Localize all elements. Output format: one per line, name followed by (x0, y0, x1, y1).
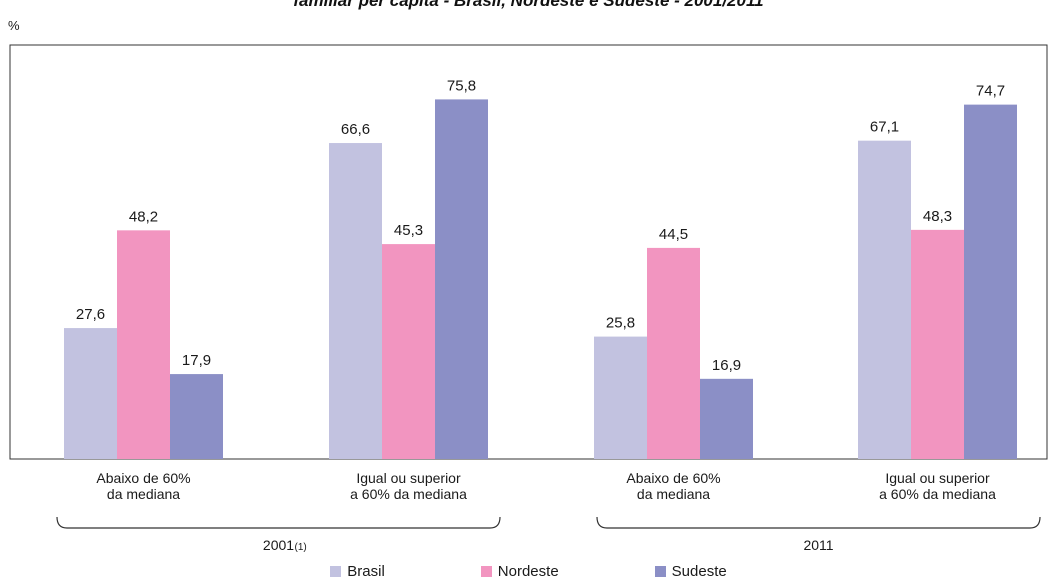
bar-sudeste-2001-cat2 (435, 99, 488, 460)
value-label: 66,6 (341, 121, 370, 138)
value-label: 75,8 (447, 77, 476, 94)
value-label: 17,9 (182, 352, 211, 369)
legend-swatch-nordeste (480, 566, 492, 577)
group-label-2001: 2001 (263, 537, 294, 553)
category-label: a 60% da mediana (879, 486, 996, 502)
value-label: 48,3 (923, 208, 952, 225)
bar-sudeste-2011-cat2 (964, 104, 1017, 459)
category-label: a 60% da mediana (350, 486, 467, 502)
group-bracket-2001 (56, 516, 501, 529)
group-label-2011: 2011 (803, 537, 833, 553)
category-label: da mediana (637, 486, 710, 502)
legend-item-nordeste: Nordeste (480, 563, 559, 580)
category-label: Igual ou superior (356, 470, 461, 486)
value-label: 74,7 (976, 83, 1005, 100)
legend-swatch-brasil (330, 566, 342, 577)
legend-label-sudeste: Sudeste (671, 563, 727, 580)
bar-brasil-2001-cat1 (64, 328, 117, 459)
value-label: 16,9 (712, 357, 741, 374)
group-bracket-2011 (596, 516, 1041, 529)
bar-brasil-2011-cat1 (594, 336, 647, 459)
bar-nordeste-2011-cat1 (647, 247, 700, 459)
value-label: 27,6 (76, 306, 105, 323)
legend-label-nordeste: Nordeste (497, 563, 559, 580)
chart-title: familiar per capita - Brasil, Nordeste e… (293, 0, 764, 10)
legend-swatch-sudeste (654, 566, 666, 577)
bar-brasil-2001-cat2 (329, 143, 382, 459)
group-note-2001: (1) (295, 542, 307, 553)
bar-sudeste-2001-cat1 (170, 374, 223, 459)
value-label: 48,2 (129, 208, 158, 225)
bar-nordeste-2001-cat2 (382, 244, 435, 459)
legend-item-brasil: Brasil (330, 563, 385, 580)
bar-nordeste-2001-cat1 (117, 230, 170, 459)
value-label: 45,3 (394, 222, 423, 239)
value-label: 44,5 (659, 226, 688, 243)
category-label: Abaixo de 60% (626, 470, 720, 486)
value-label: 25,8 (606, 315, 635, 332)
category-label: da mediana (107, 486, 180, 502)
y-unit-label: % (8, 18, 20, 33)
legend-label-brasil: Brasil (347, 563, 385, 580)
category-label: Igual ou superior (885, 470, 990, 486)
bar-sudeste-2011-cat1 (700, 378, 753, 459)
bar-brasil-2011-cat2 (858, 140, 911, 459)
value-label: 67,1 (870, 119, 899, 136)
plot-frame (9, 44, 1048, 460)
category-label: Abaixo de 60% (96, 470, 190, 486)
legend: Brasil Nordeste Sudeste (0, 563, 1057, 580)
legend-item-sudeste: Sudeste (654, 563, 727, 580)
bar-nordeste-2011-cat2 (911, 229, 964, 459)
